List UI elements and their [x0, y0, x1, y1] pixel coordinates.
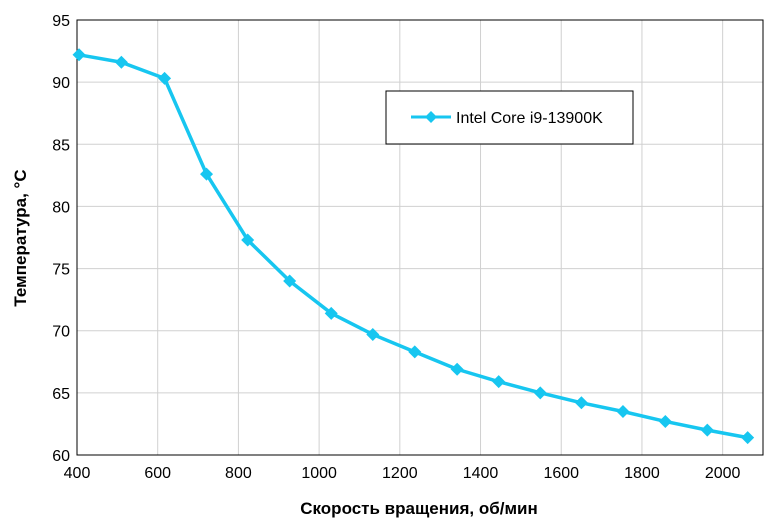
- x-tick-label: 400: [64, 465, 91, 482]
- x-axis-ticks: 400 600 800 1000 1200 1400 1600 1800 2000: [64, 465, 741, 482]
- x-tick-label: 1600: [543, 465, 579, 482]
- data-point-marker: [574, 396, 588, 410]
- data-point-marker: [72, 48, 86, 62]
- x-tick-label: 1400: [463, 465, 499, 482]
- y-axis-title: Температура, °C: [11, 169, 30, 306]
- data-point-marker: [324, 306, 338, 320]
- data-point-marker: [658, 414, 672, 428]
- data-point-marker: [283, 274, 297, 288]
- data-point-marker: [741, 431, 755, 445]
- data-point-marker: [700, 423, 714, 437]
- data-point-marker: [366, 327, 380, 341]
- data-point-marker: [492, 375, 506, 389]
- x-axis-title: Скорость вращения, об/мин: [300, 499, 538, 518]
- x-tick-label: 2000: [705, 465, 741, 482]
- series-group: [72, 48, 755, 445]
- data-point-marker: [241, 233, 255, 247]
- data-point-marker: [114, 55, 128, 69]
- data-point-marker: [616, 405, 630, 418]
- y-tick-label: 60: [52, 448, 70, 465]
- y-tick-label: 85: [52, 137, 70, 154]
- legend: Intel Core i9-13900K: [385, 90, 634, 145]
- x-tick-label: 1800: [624, 465, 660, 482]
- y-tick-label: 80: [52, 199, 70, 216]
- data-point-marker: [158, 71, 172, 85]
- x-tick-label: 1200: [382, 465, 418, 482]
- x-tick-label: 1000: [301, 465, 337, 482]
- data-point-marker: [200, 167, 214, 181]
- y-tick-label: 70: [52, 324, 70, 341]
- data-point-marker: [408, 345, 422, 359]
- x-tick-label: 600: [144, 465, 171, 482]
- plot-area: [76, 19, 764, 456]
- y-axis-ticks: 60 65 70 75 80 85 90 95: [52, 13, 70, 465]
- y-tick-label: 75: [52, 262, 70, 279]
- legend-label: Intel Core i9-13900K: [456, 110, 603, 127]
- data-point-marker: [450, 362, 464, 376]
- y-tick-label: 90: [52, 75, 70, 92]
- y-tick-label: 95: [52, 13, 70, 30]
- y-tick-label: 65: [52, 386, 70, 403]
- legend-marker-swatch: [425, 111, 437, 123]
- grid-lines: [76, 19, 763, 456]
- x-tick-label: 800: [225, 465, 252, 482]
- data-point-marker: [533, 386, 547, 400]
